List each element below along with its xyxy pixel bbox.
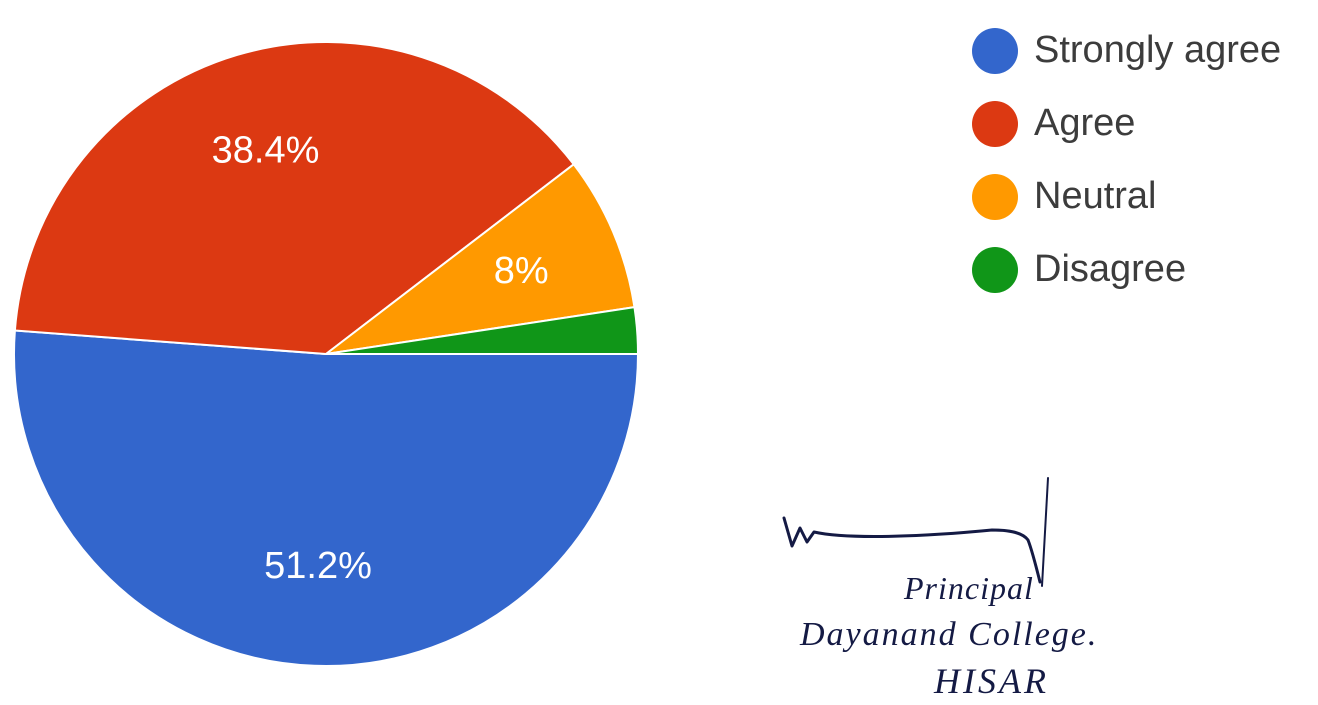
legend-label-agree: Agree <box>1034 102 1136 144</box>
legend-label-disagree: Disagree <box>1034 248 1187 290</box>
legend-item-disagree: Disagree <box>972 233 1312 306</box>
pie-slice-disagree <box>325 305 640 355</box>
principal-signature-block: Principal Dayanand College. HISAR <box>770 470 1190 705</box>
legend-swatch-agree <box>972 100 1018 147</box>
pie-slice-neutral <box>325 162 636 355</box>
signature-title: Principal <box>904 570 1034 606</box>
legend-item-neutral: Neutral <box>972 160 1312 233</box>
legend-swatch-neutral <box>972 173 1018 220</box>
legend-label-strongly-agree: Strongly agree <box>1034 29 1282 71</box>
legend-swatch-disagree <box>972 246 1018 293</box>
data-label-strongly-agree: 51.2% <box>264 545 372 587</box>
data-label-neutral: 8% <box>494 250 549 292</box>
pie-chart: 51.2% 38.4% 8% <box>13 41 640 667</box>
legend-swatch-strongly-agree <box>972 27 1018 74</box>
pie-slice-agree <box>13 41 576 356</box>
legend-item-agree: Agree <box>972 87 1312 160</box>
legend: Strongly agree Agree Neutral Disagree <box>972 14 1312 306</box>
legend-label-neutral: Neutral <box>1034 175 1157 217</box>
data-label-agree: 38.4% <box>212 130 320 172</box>
signature-city: HISAR <box>934 661 1049 701</box>
pie-slice-strongly-agree <box>13 329 640 667</box>
legend-item-strongly-agree: Strongly agree <box>972 14 1312 87</box>
handwritten-signature <box>782 477 1049 587</box>
signature-institution: Dayanand College. <box>800 616 1099 653</box>
